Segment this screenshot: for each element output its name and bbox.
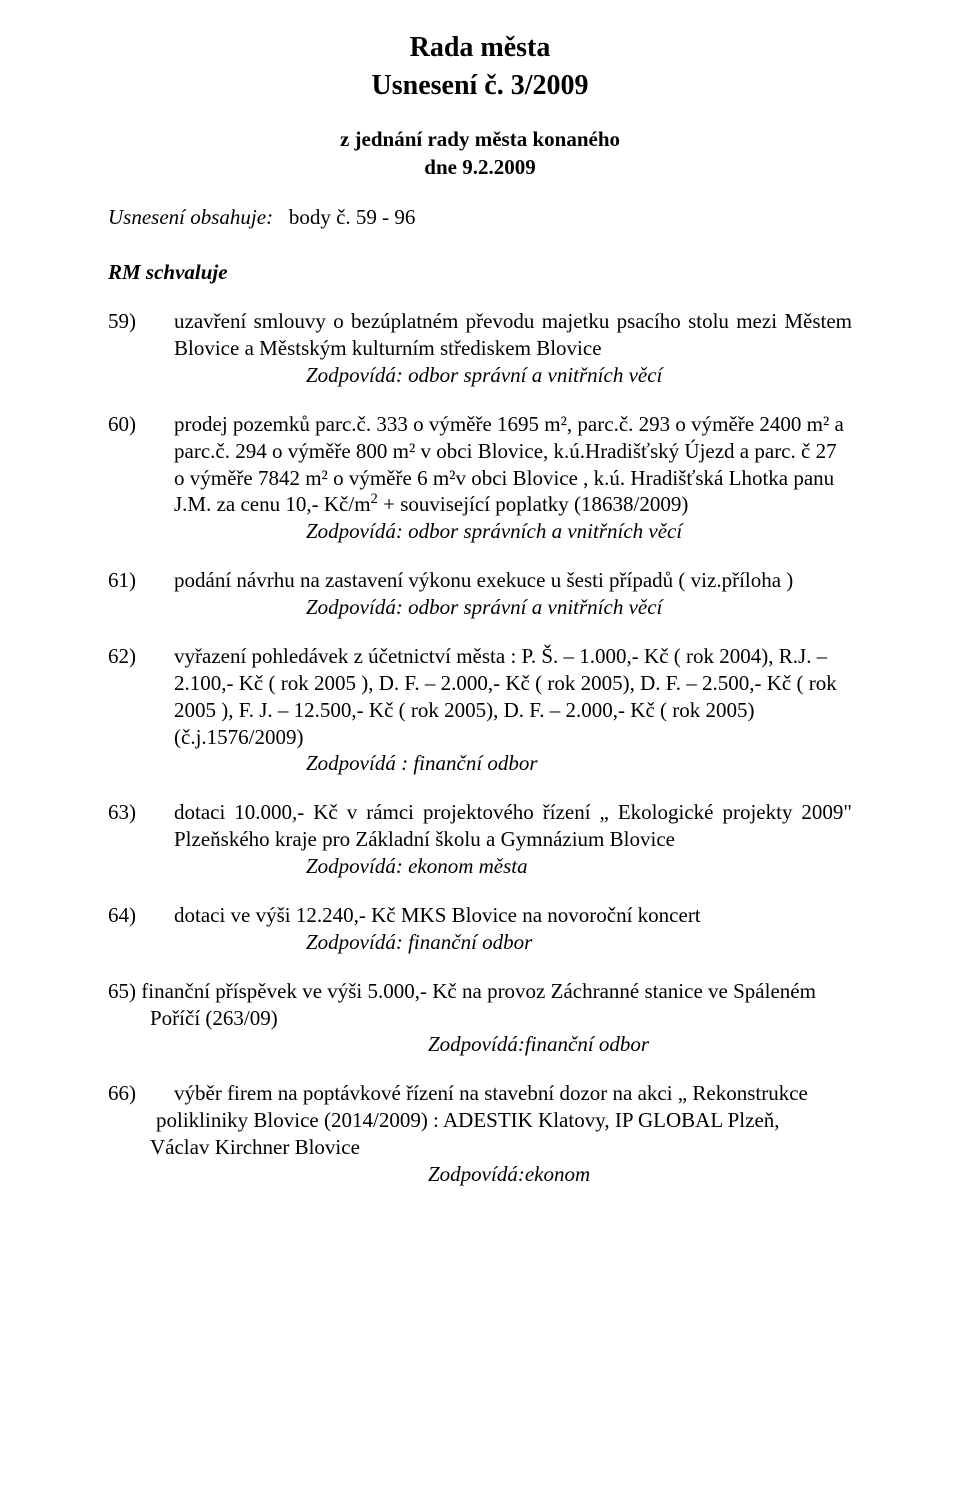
item-responsible: Zodpovídá: finanční odbor: [174, 929, 852, 956]
contains-label: Usnesení obsahuje:: [108, 205, 273, 229]
item-responsible: Zodpovídá:finanční odbor: [108, 1031, 852, 1058]
item-number: 59): [108, 308, 174, 389]
item-text-line-1: 65) finanční příspěvek ve výši 5.000,- K…: [108, 978, 852, 1005]
item-responsible: Zodpovídá: odbor správní a vnitřních věc…: [174, 594, 852, 621]
resolution-item-59: 59) uzavření smlouvy o bezúplatném převo…: [108, 308, 852, 389]
item-responsible: Zodpovídá: ekonom města: [174, 853, 852, 880]
header-subtitle-1: z jednání rady města konaného: [108, 126, 852, 153]
contains-line: Usnesení obsahuje: body č. 59 - 96: [108, 204, 852, 231]
item-number: 61): [108, 567, 174, 621]
header-subtitle-2: dne 9.2.2009: [108, 154, 852, 181]
item-number: 62): [108, 643, 174, 777]
resolution-item-62: 62) vyřazení pohledávek z účetnictví měs…: [108, 643, 852, 777]
item-number: 64): [108, 902, 174, 956]
item-text: vyřazení pohledávek z účetnictví města :…: [174, 643, 852, 751]
resolution-item-64: 64) dotaci ve výši 12.240,- Kč MKS Blovi…: [108, 902, 852, 956]
item-responsible: Zodpovídá:ekonom: [108, 1161, 852, 1188]
item-text-line-3: Václav Kirchner Blovice: [108, 1134, 852, 1161]
resolution-item-65: 65) finanční příspěvek ve výši 5.000,- K…: [108, 978, 852, 1059]
item-responsible: Zodpovídá: odbor správní a vnitřních věc…: [174, 362, 852, 389]
header-title-1: Rada města: [108, 30, 852, 66]
item-text: prodej pozemků parc.č. 333 o výměře 1695…: [174, 411, 852, 519]
resolution-item-63: 63) dotaci 10.000,- Kč v rámci projektov…: [108, 799, 852, 880]
item-number: 60): [108, 411, 174, 545]
item-responsible: Zodpovídá : finanční odbor: [174, 750, 852, 777]
item-text: dotaci ve výši 12.240,- Kč MKS Blovice n…: [174, 902, 852, 929]
item-text-line-1: 66)výběr firem na poptávkové řízení na s…: [108, 1080, 852, 1107]
item-text: uzavření smlouvy o bezúplatném převodu m…: [174, 308, 852, 362]
item-text: podání návrhu na zastavení výkonu exekuc…: [174, 567, 852, 594]
resolution-item-61: 61) podání návrhu na zastavení výkonu ex…: [108, 567, 852, 621]
item-text-line-2: Poříčí (263/09): [108, 1005, 852, 1032]
resolution-item-60: 60) prodej pozemků parc.č. 333 o výměře …: [108, 411, 852, 545]
contains-value: body č. 59 - 96: [289, 205, 416, 229]
item-text-line-2: polikliniky Blovice (2014/2009) : ADESTI…: [108, 1107, 852, 1134]
item-responsible: Zodpovídá: odbor správních a vnitřních v…: [174, 518, 852, 545]
header-title-2: Usnesení č. 3/2009: [108, 68, 852, 104]
resolution-item-66: 66)výběr firem na poptávkové řízení na s…: [108, 1080, 852, 1188]
item-text: dotaci 10.000,- Kč v rámci projektového …: [174, 799, 852, 853]
item-number: 66): [108, 1080, 174, 1107]
approves-heading: RM schvaluje: [108, 259, 852, 286]
item-number: 63): [108, 799, 174, 880]
